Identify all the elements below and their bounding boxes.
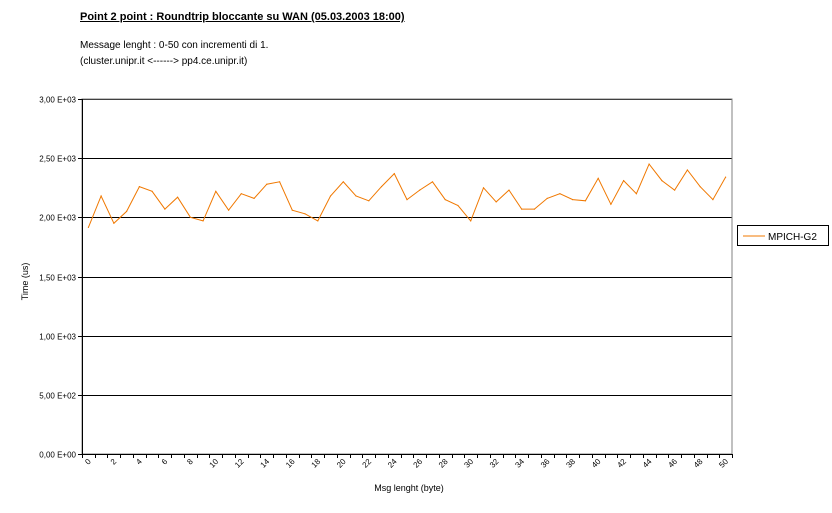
data-point: [508, 189, 510, 191]
data-point: [393, 173, 395, 175]
plot-area-border: [81, 98, 733, 455]
data-point: [495, 201, 497, 203]
data-point: [406, 199, 408, 201]
data-point: [164, 208, 166, 210]
data-point: [177, 196, 179, 198]
data-point: [572, 199, 574, 201]
data-point: [648, 163, 650, 165]
data-point: [431, 181, 434, 183]
x-tick-label: 30: [462, 457, 475, 470]
chart-title: Point 2 point : Roundtrip bloccante su W…: [80, 11, 405, 23]
x-tick-label: 8: [185, 457, 195, 467]
data-point: [546, 197, 548, 199]
data-point: [342, 181, 344, 183]
data-point: [317, 220, 319, 222]
grid-lines: [82, 99, 732, 396]
x-tick-label: 2: [109, 457, 119, 467]
x-tick-label: 20: [335, 457, 348, 470]
x-tick-label: 4: [134, 457, 144, 467]
x-axis-label: Msg lenght (byte): [374, 483, 444, 493]
data-point: [291, 209, 293, 211]
x-tick-label: 38: [564, 457, 577, 470]
data-point: [674, 189, 676, 191]
data-point: [610, 203, 612, 205]
x-tick-label: 46: [666, 457, 679, 470]
x-tick-label: 14: [259, 457, 272, 470]
y-axis-label: Time (us): [20, 263, 30, 301]
x-tick-label: 6: [160, 457, 170, 467]
x-tick-label: 42: [615, 457, 628, 470]
x-tick-label: 48: [692, 457, 705, 470]
data-point: [725, 176, 727, 178]
data-point: [138, 186, 140, 188]
data-point: [444, 199, 446, 201]
data-point: [419, 189, 421, 191]
data-point: [368, 200, 370, 202]
x-tick-label: 26: [411, 457, 424, 470]
data-point: [113, 222, 115, 224]
x-tick-label: 24: [386, 457, 399, 470]
data-point: [584, 200, 587, 202]
data-point: [661, 180, 663, 182]
x-tick-label: 44: [641, 457, 654, 470]
y-tick-label: 0,00 E+00: [39, 451, 76, 460]
legend-label-mpich-g2: MPICH-G2: [768, 232, 817, 243]
data-point: [470, 220, 472, 222]
data-point: [126, 210, 128, 212]
data-point: [304, 213, 306, 215]
data-point: [686, 169, 689, 171]
y-tick-label: 2,00 E+03: [39, 214, 76, 223]
data-point: [266, 183, 268, 185]
data-point: [151, 190, 153, 192]
data-point: [623, 180, 625, 182]
x-tick-label: 16: [284, 457, 297, 470]
x-tick-label: 0: [83, 457, 93, 467]
data-point: [87, 226, 89, 228]
data-point: [215, 190, 217, 192]
data-point: [521, 208, 523, 210]
x-tick-label: 36: [539, 457, 552, 470]
x-tick-label: 40: [590, 457, 603, 470]
x-tick-label: 10: [208, 457, 221, 470]
y-tick-label: 1,50 E+03: [39, 274, 76, 283]
hosts-note: (cluster.unipr.it <------> pp4.ce.unipr.…: [80, 56, 248, 67]
axes: [78, 98, 733, 458]
x-tick-labels: 0 2 4 6 8 10 12 14 16 18 20 22 24 26 28 30 32 34 36 38 40 42 4…: [83, 457, 730, 470]
x-tick-label: 18: [310, 457, 323, 470]
x-tick-label: 34: [513, 457, 526, 470]
legend: MPICH-G2: [737, 225, 829, 246]
y-tick-label: 1,00 E+03: [39, 333, 76, 342]
x-tick-label: 28: [437, 457, 450, 470]
data-point: [559, 193, 561, 195]
data-point: [355, 195, 357, 197]
x-tick-label: 12: [233, 457, 246, 470]
data-point: [457, 204, 459, 207]
series-layer: [87, 163, 727, 228]
data-point: [597, 177, 599, 179]
data-point: [482, 187, 485, 189]
data-point: [189, 216, 191, 218]
data-point: [380, 186, 383, 188]
y-tick-label: 5,00 E+02: [39, 392, 76, 401]
data-point: [533, 208, 536, 210]
y-tick-labels: 0,00 E+00 5,00 E+02 1,00 E+03 1,50 E+03 2,00…: [39, 96, 76, 460]
y-tick-label: 2,50 E+03: [39, 155, 76, 164]
data-point: [100, 195, 102, 197]
data-point: [228, 209, 230, 211]
data-point: [202, 220, 204, 222]
data-point: [712, 199, 714, 201]
data-point: [329, 195, 332, 197]
data-point: [279, 181, 281, 183]
message-length-note: Message lenght : 0-50 con incrementi di …: [80, 40, 269, 51]
x-tick-label: 50: [717, 457, 730, 470]
legend-box: [737, 225, 829, 246]
x-tick-label: 32: [488, 457, 501, 470]
y-tick-label: 3,00 E+03: [39, 96, 76, 105]
x-tick-label: 22: [361, 457, 374, 470]
data-point: [253, 197, 255, 199]
data-point: [699, 186, 701, 188]
data-point: [635, 193, 638, 195]
data-point: [240, 193, 242, 195]
